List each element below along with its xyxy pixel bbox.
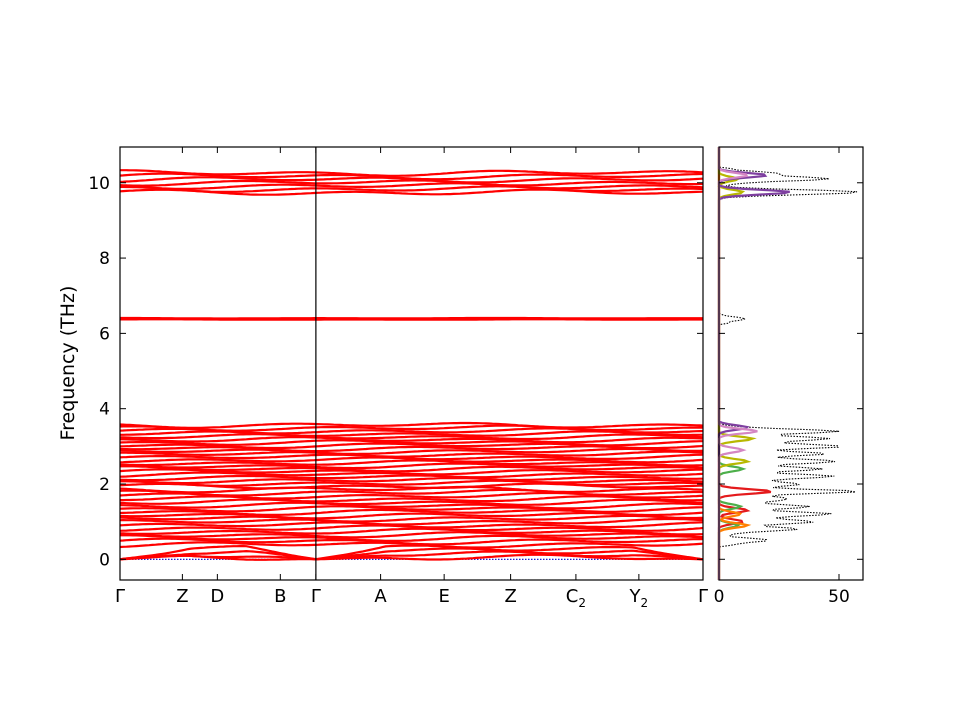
band-line-39 bbox=[119, 433, 704, 441]
band-line-48 bbox=[119, 182, 704, 190]
y-tick-label: 6 bbox=[99, 324, 110, 344]
band-panel: 0 2 4 6 8 10 Γ Z D B Γ A E Z C2 Y2 Γ Frequency (THz) bbox=[57, 146, 708, 610]
dos-axes: 0 50 bbox=[714, 147, 863, 607]
band-line-2 bbox=[119, 547, 704, 561]
band-line-23 bbox=[120, 479, 704, 487]
band-line-25 bbox=[119, 474, 703, 482]
dos-x-tick-label: 50 bbox=[828, 587, 850, 607]
x-tick-label: E bbox=[438, 586, 449, 607]
band-line-16 bbox=[119, 501, 704, 510]
band-line-7 bbox=[119, 531, 704, 539]
dos-x-tick-label: 0 bbox=[714, 587, 725, 607]
band-line-20 bbox=[119, 488, 704, 497]
band-line-38 bbox=[120, 436, 704, 444]
dos-curve-total bbox=[718, 147, 858, 580]
x-tick-label: Y2 bbox=[629, 586, 649, 610]
y-tick-label: 8 bbox=[99, 249, 110, 269]
band-line-17 bbox=[119, 498, 704, 506]
band-line-24 bbox=[119, 477, 704, 485]
y-axis-label: Frequency (THz) bbox=[57, 286, 79, 441]
band-line-30 bbox=[119, 459, 703, 467]
band-line-28 bbox=[120, 465, 704, 473]
band-line-10 bbox=[119, 521, 704, 529]
dos-frame bbox=[718, 146, 864, 581]
band-frame bbox=[119, 146, 704, 581]
band-line-43 bbox=[119, 421, 704, 429]
dos-plot-area bbox=[719, 147, 863, 580]
band-line-32 bbox=[119, 453, 704, 461]
band-line-37 bbox=[119, 439, 703, 447]
band-line-1 bbox=[119, 550, 704, 561]
x-tick-label: D bbox=[210, 586, 224, 607]
band-line-34 bbox=[119, 447, 704, 456]
band-line-29 bbox=[119, 462, 704, 470]
band-line-6 bbox=[120, 534, 704, 542]
band-line-14 bbox=[119, 508, 704, 517]
band-line-49 bbox=[119, 179, 703, 187]
band-line-52 bbox=[120, 169, 704, 177]
band-line-5 bbox=[119, 537, 703, 546]
y-tick-label: 10 bbox=[88, 174, 110, 194]
band-line-15 bbox=[119, 505, 703, 513]
y-tick-label: 2 bbox=[99, 475, 110, 495]
x-tick-label: Z bbox=[504, 586, 516, 607]
x-tick-label: Γ bbox=[115, 586, 125, 607]
dos-panel: 0 50 bbox=[714, 146, 864, 607]
y-tick-label: 4 bbox=[99, 400, 110, 420]
band-line-27 bbox=[119, 468, 704, 476]
band-lines bbox=[119, 169, 704, 561]
band-line-33 bbox=[120, 450, 704, 458]
band-line-12 bbox=[119, 514, 704, 523]
x-tick-label: Γ bbox=[311, 586, 321, 607]
x-tick-label: C2 bbox=[566, 586, 586, 610]
x-tick-label: Γ bbox=[698, 586, 708, 607]
band-line-45 bbox=[120, 316, 703, 320]
band-line-3 bbox=[119, 544, 704, 561]
x-tick-label: Z bbox=[176, 586, 188, 607]
band-line-51 bbox=[119, 172, 703, 181]
x-tick-label: B bbox=[274, 586, 286, 607]
band-line-21 bbox=[119, 485, 704, 494]
y-tick-label: 0 bbox=[99, 550, 110, 570]
x-tick-label: A bbox=[374, 586, 387, 607]
band-line-42 bbox=[119, 424, 703, 432]
band-line-47 bbox=[120, 185, 704, 193]
band-axes: 0 2 4 6 8 10 Γ Z D B Γ A E Z C2 Y2 Γ bbox=[88, 147, 708, 610]
band-line-11 bbox=[119, 517, 704, 526]
band-line-8 bbox=[119, 527, 703, 536]
